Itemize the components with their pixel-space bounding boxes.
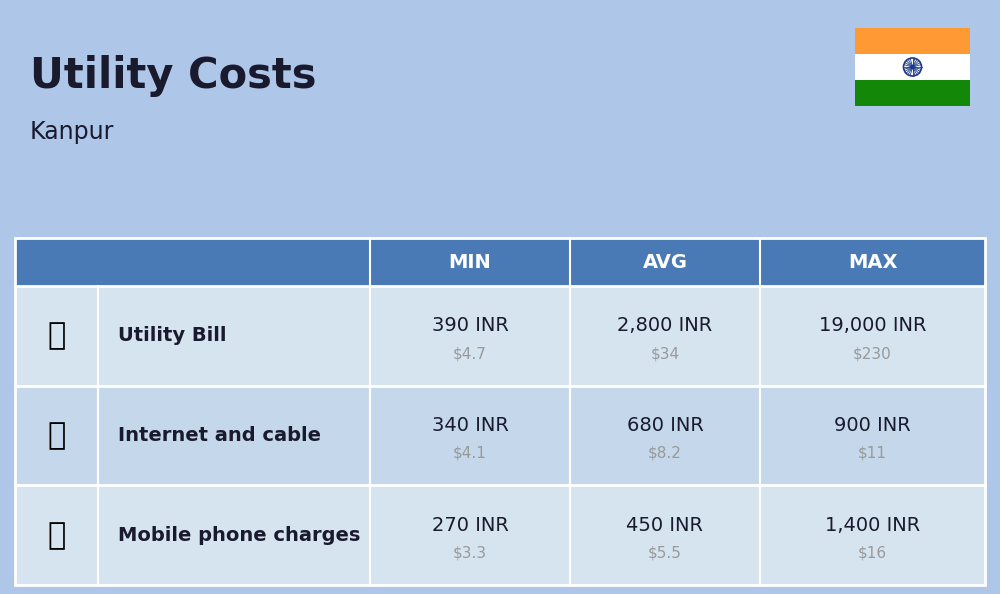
Text: 19,000 INR: 19,000 INR bbox=[819, 317, 926, 336]
Text: $3.3: $3.3 bbox=[453, 546, 487, 561]
Text: $4.7: $4.7 bbox=[453, 346, 487, 361]
Text: $34: $34 bbox=[650, 346, 680, 361]
Bar bbox=[855, 80, 970, 106]
Text: Mobile phone charges: Mobile phone charges bbox=[118, 526, 360, 545]
Text: AVG: AVG bbox=[642, 252, 688, 271]
Text: Utility Costs: Utility Costs bbox=[30, 55, 316, 97]
Text: 📱: 📱 bbox=[47, 521, 66, 549]
Text: MAX: MAX bbox=[848, 252, 897, 271]
Bar bbox=[15, 286, 985, 386]
Text: 📡: 📡 bbox=[47, 421, 66, 450]
Text: MIN: MIN bbox=[449, 252, 491, 271]
Bar bbox=[855, 54, 970, 80]
Text: 2,800 INR: 2,800 INR bbox=[617, 317, 713, 336]
Text: Utility Bill: Utility Bill bbox=[118, 326, 226, 345]
Bar bbox=[15, 485, 985, 585]
Text: $4.1: $4.1 bbox=[453, 446, 487, 461]
Text: $5.5: $5.5 bbox=[648, 546, 682, 561]
Text: $230: $230 bbox=[853, 346, 892, 361]
Text: $11: $11 bbox=[858, 446, 887, 461]
Text: 390 INR: 390 INR bbox=[432, 317, 508, 336]
Bar bbox=[15, 238, 370, 286]
Text: Internet and cable: Internet and cable bbox=[118, 426, 321, 445]
Text: 680 INR: 680 INR bbox=[627, 416, 703, 435]
Circle shape bbox=[911, 65, 914, 68]
Text: 900 INR: 900 INR bbox=[834, 416, 911, 435]
Bar bbox=[15, 238, 985, 585]
Bar bbox=[855, 28, 970, 54]
Text: 450 INR: 450 INR bbox=[626, 516, 704, 535]
Text: 🔧: 🔧 bbox=[47, 321, 66, 350]
Text: 270 INR: 270 INR bbox=[432, 516, 508, 535]
Bar bbox=[15, 386, 985, 485]
Bar bbox=[15, 238, 985, 286]
Text: Kanpur: Kanpur bbox=[30, 120, 114, 144]
Text: $16: $16 bbox=[858, 546, 887, 561]
Text: $8.2: $8.2 bbox=[648, 446, 682, 461]
Text: 1,400 INR: 1,400 INR bbox=[825, 516, 920, 535]
Text: 340 INR: 340 INR bbox=[432, 416, 508, 435]
